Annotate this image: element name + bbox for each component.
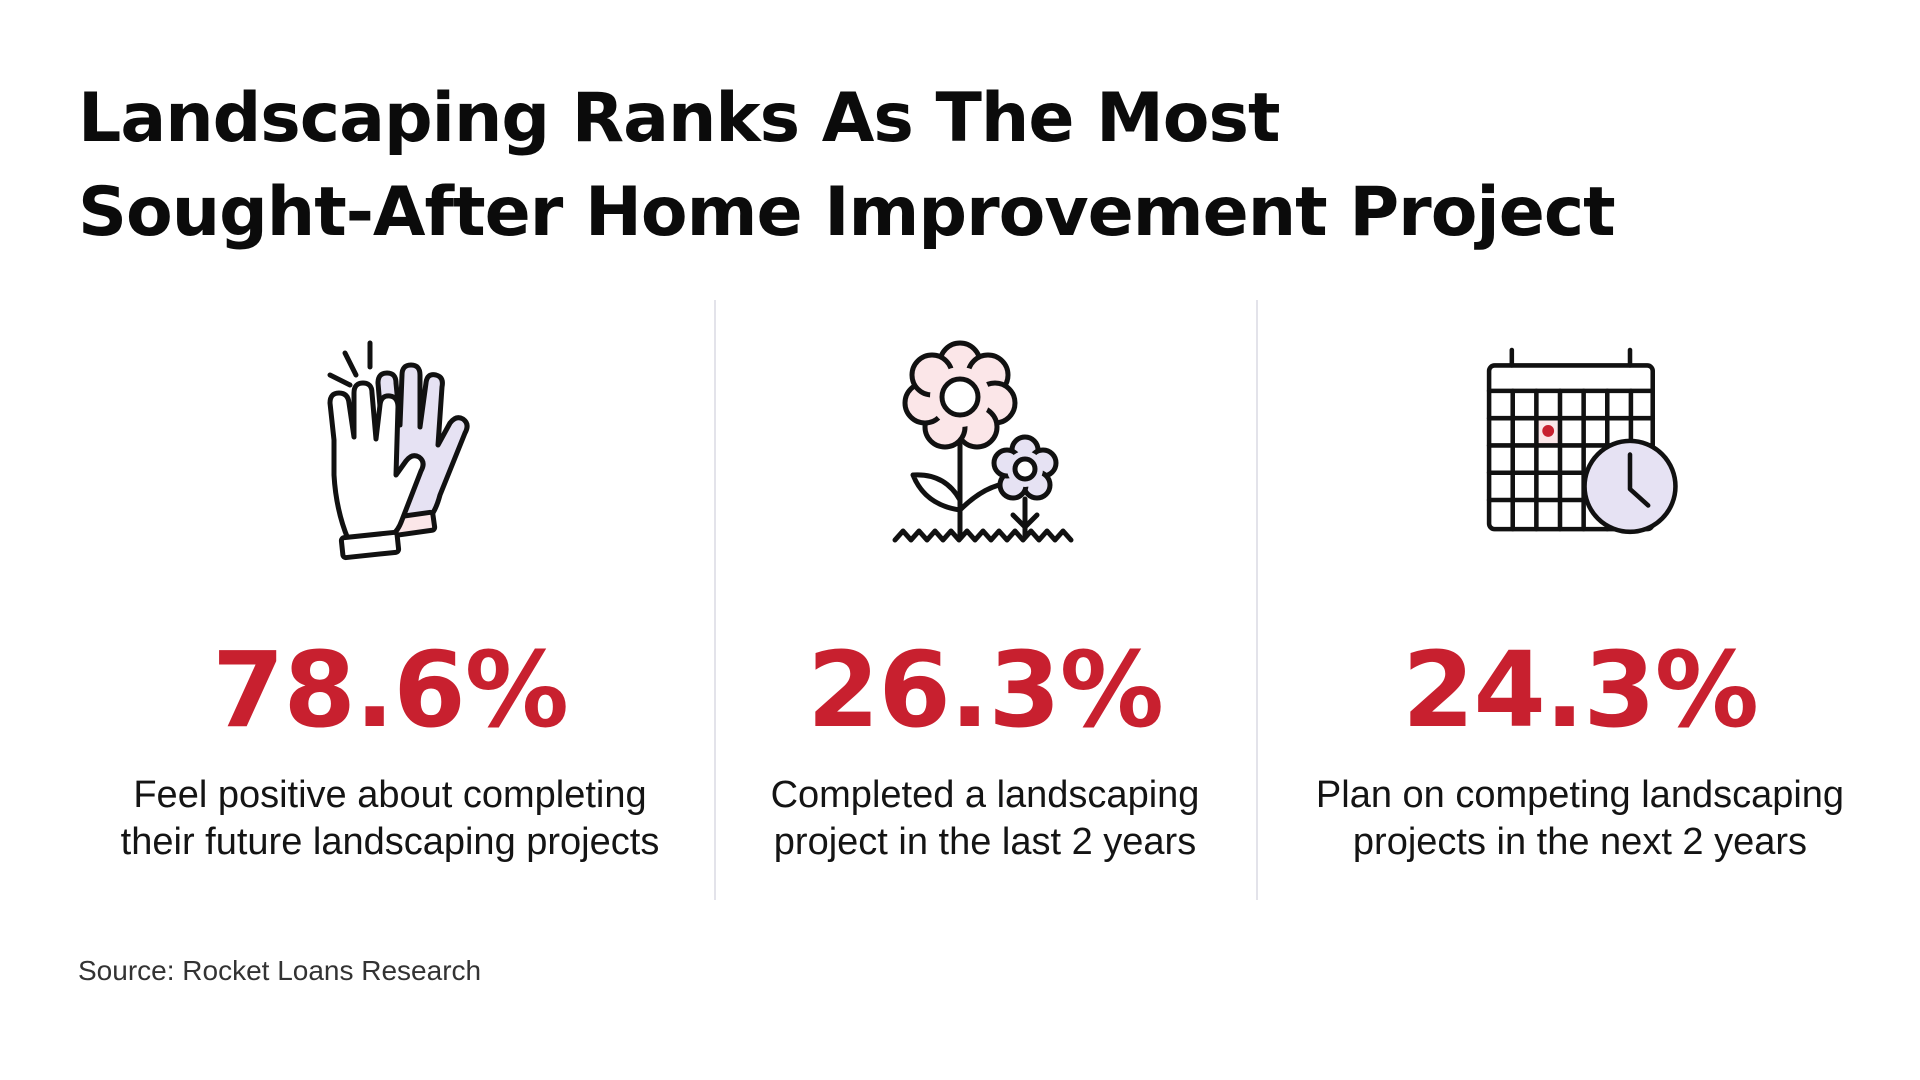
stat-description: Completed a landscaping project in the l… bbox=[715, 772, 1255, 866]
clapping-gloves-icon bbox=[290, 335, 490, 565]
stat-value: 24.3% bbox=[1402, 629, 1759, 751]
stat-description-line: their future landscaping projects bbox=[120, 821, 660, 863]
stat-description-line: project in the last 2 years bbox=[773, 821, 1197, 863]
column-divider bbox=[1256, 300, 1258, 900]
column-divider bbox=[714, 300, 716, 900]
stat-card-planned: 24.3% Plan on competing landscaping proj… bbox=[1260, 300, 1900, 900]
stat-value: 78.6% bbox=[212, 629, 569, 751]
page-title: Landscaping Ranks As The Most Sought-Aft… bbox=[78, 72, 1778, 260]
stat-description: Plan on competing landscaping projects i… bbox=[1260, 772, 1900, 866]
title-line-2: Sought-After Home Improvement Project bbox=[78, 173, 1616, 252]
stat-description-line: Completed a landscaping bbox=[770, 774, 1200, 816]
stat-description: Feel positive about completing their fut… bbox=[70, 772, 710, 866]
stat-card-positive: 78.6% Feel positive about completing the… bbox=[70, 300, 710, 900]
source-note: Source: Rocket Loans Research bbox=[78, 955, 482, 986]
calendar-clock-icon bbox=[1480, 335, 1680, 565]
stat-value: 26.3% bbox=[807, 629, 1164, 751]
stats-row: 78.6% Feel positive about completing the… bbox=[0, 300, 1920, 900]
flowers-icon bbox=[885, 335, 1085, 565]
stat-card-completed: 26.3% Completed a landscaping project in… bbox=[715, 300, 1255, 900]
stat-description-line: projects in the next 2 years bbox=[1352, 821, 1808, 863]
title-line-1: Landscaping Ranks As The Most bbox=[78, 79, 1280, 158]
stat-description-line: Plan on competing landscaping bbox=[1315, 774, 1845, 816]
stat-description-line: Feel positive about completing bbox=[133, 774, 647, 816]
